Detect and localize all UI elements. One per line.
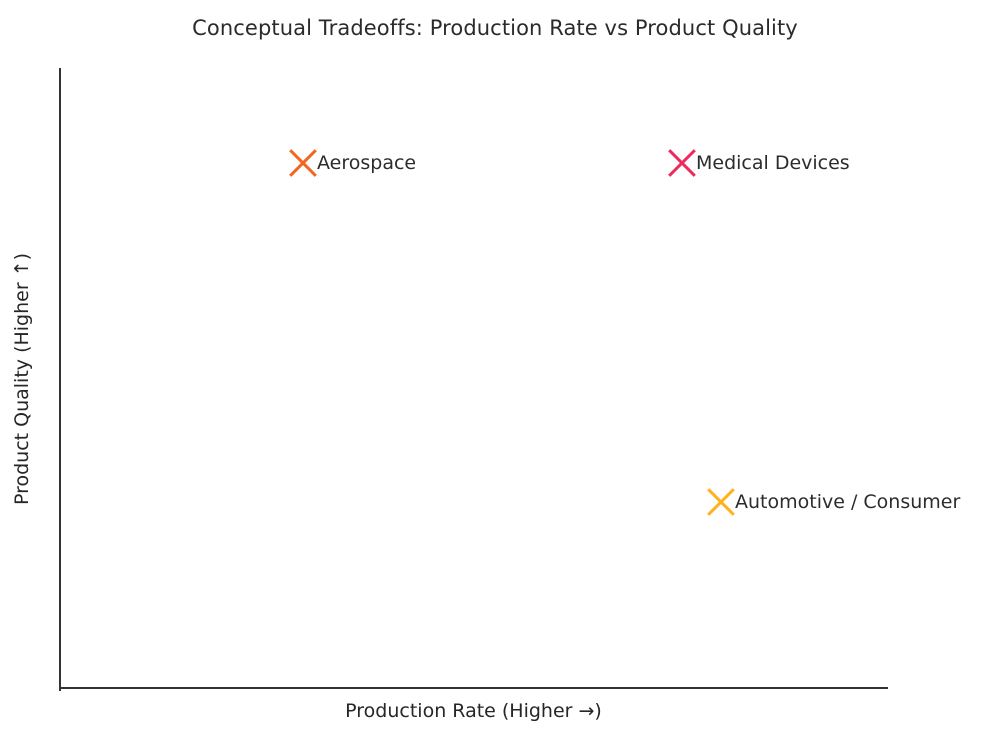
data-point[interactable]: Medical Devices (667, 148, 850, 178)
data-point-label: Aerospace (317, 151, 417, 174)
x-marker-icon (289, 149, 317, 177)
data-point[interactable]: Aerospace (288, 148, 416, 178)
y-axis-label-container: Product Quality (Higher ↑) (0, 68, 44, 689)
x-marker-icon (707, 488, 735, 516)
data-point[interactable]: Automotive / Consumer (706, 487, 960, 517)
x-marker-icon (668, 149, 696, 177)
data-point-label: Automotive / Consumer (735, 490, 961, 513)
y-axis-spine (59, 68, 61, 691)
x-axis-label: Production Rate (Higher →) (345, 700, 602, 722)
chart-title: Conceptual Tradeoffs: Production Rate vs… (192, 16, 798, 40)
x-axis-spine (59, 687, 888, 689)
y-axis-label: Product Quality (Higher ↑) (11, 252, 33, 505)
data-point-label: Medical Devices (696, 151, 850, 174)
